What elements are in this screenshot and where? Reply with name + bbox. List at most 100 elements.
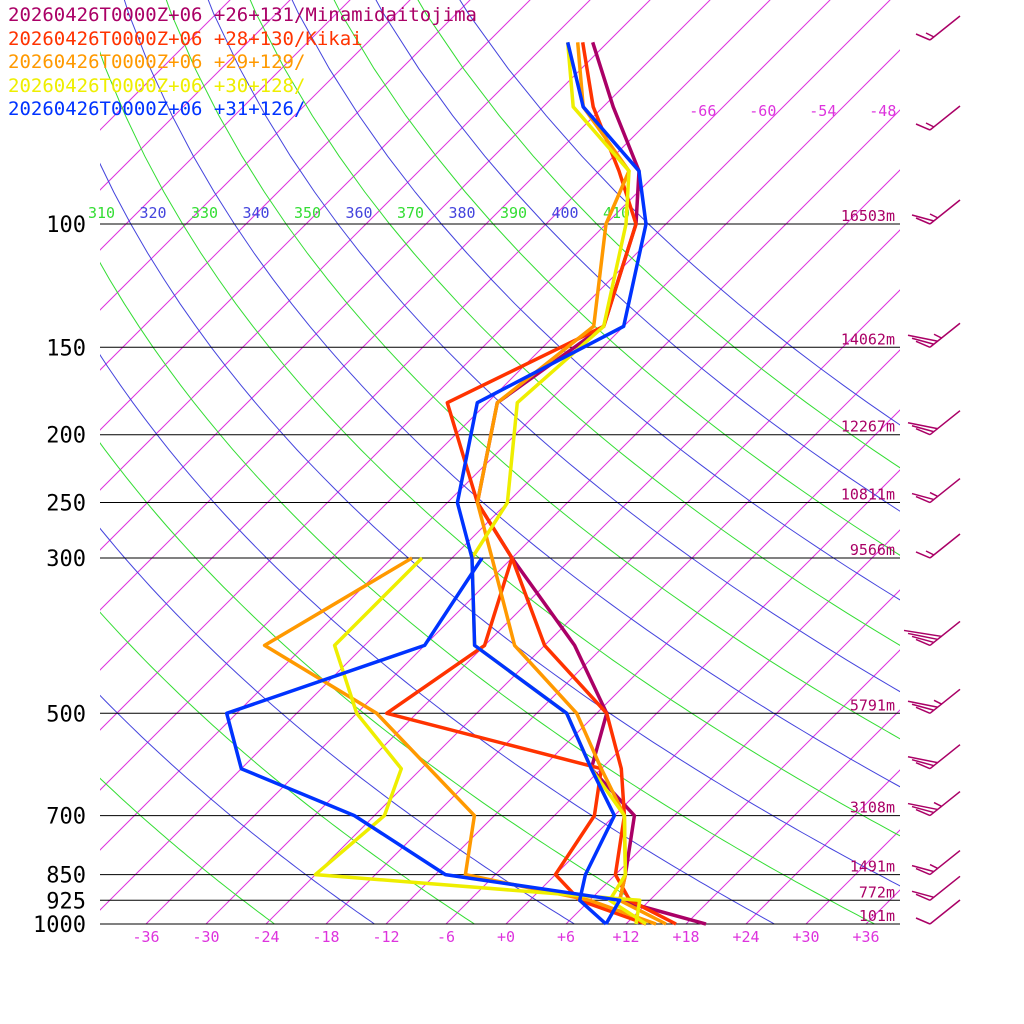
temperature-tick-label: +30 — [792, 928, 819, 946]
isotherm-line — [205, 229, 900, 924]
height-label: 12267m — [841, 418, 895, 436]
pressure-label: 925 — [46, 889, 86, 914]
wind-barb-feather — [915, 867, 931, 876]
wind-barb — [907, 688, 961, 714]
isotherm-line — [100, 49, 900, 851]
pressure-label: 500 — [46, 702, 86, 727]
wind-barb — [915, 15, 961, 41]
height-label: 14062m — [841, 330, 895, 348]
wind-barb — [915, 105, 961, 131]
temperature-tick-label: -36 — [132, 928, 159, 946]
wind-barb-feather — [915, 893, 931, 901]
pressure-label: 850 — [46, 864, 86, 889]
wind-barb-staff — [929, 850, 961, 876]
dewpoint-profile-line — [313, 556, 642, 925]
wind-barb — [907, 744, 961, 770]
height-label: 101m — [859, 907, 895, 925]
wind-barb — [903, 620, 961, 647]
legend-entry: 20260426T0000Z+06 +30+128/ — [8, 74, 306, 97]
wind-barb-feather — [933, 333, 943, 339]
height-label: 10811m — [841, 486, 895, 504]
wind-barb — [911, 199, 961, 225]
temperature-tick-label: -30 — [192, 928, 219, 946]
theta-label: 350 — [294, 204, 321, 222]
legend-entry: 20260426T0000Z+06 +29+129/ — [8, 51, 306, 73]
wind-barb-feather — [925, 550, 935, 556]
dry-adiabat-line — [100, 442, 675, 924]
height-label: 1491m — [850, 858, 895, 876]
isotherm-line — [100, 0, 231, 131]
dry-adiabat-line — [459, 0, 900, 426]
wind-barb — [907, 790, 961, 817]
wind-barb-feather — [915, 33, 931, 41]
upper-temperature-label: -48 — [869, 102, 896, 120]
dewpoint-profile-line — [224, 557, 622, 925]
temperature-tick-label: +0 — [497, 928, 515, 946]
legend-entry: 20260426T0000Z+06 +31+126/ — [8, 98, 306, 120]
wind-barb-feather — [925, 32, 935, 38]
dry-adiabat-line — [207, 0, 900, 693]
dry-adiabat-line — [417, 0, 900, 469]
isotherm-line — [100, 0, 831, 731]
dewpoint-profile-line — [384, 557, 647, 926]
wind-barb — [915, 899, 961, 925]
wind-barb-feather — [911, 758, 935, 767]
isotherm-line — [100, 0, 591, 491]
wind-barb-staff — [929, 790, 961, 817]
wind-barb — [911, 477, 961, 504]
dewpoint-profile-line — [262, 556, 657, 926]
isotherm-line — [685, 709, 900, 924]
wind-barb-staff — [929, 322, 961, 348]
pressure-label: 700 — [46, 805, 86, 830]
wind-barb-feather — [911, 492, 935, 501]
wind-barb-feather — [933, 801, 943, 808]
height-label: 5791m — [850, 696, 895, 714]
wind-barb-staff — [929, 477, 961, 504]
wind-barb-feather — [907, 334, 939, 342]
wind-barb-feather — [929, 863, 939, 870]
temperature-tick-label: -24 — [252, 928, 279, 946]
wind-barb-staff — [929, 199, 961, 225]
legend-entry: 20260426T0000Z+06 +26+131/Minamidaitojim… — [8, 4, 477, 26]
isotherm-line — [100, 0, 711, 611]
wind-barb-feather — [911, 890, 935, 899]
upper-temperature-label: -54 — [809, 102, 836, 120]
temperature-tick-label: -6 — [437, 928, 455, 946]
upper-temperature-label: -66 — [689, 102, 716, 120]
wind-barb-feather — [915, 808, 931, 817]
wind-barb-staff — [929, 744, 961, 770]
wind-barb-feather — [929, 491, 939, 498]
wind-barb — [911, 875, 961, 901]
temperature-tick-label: +18 — [672, 928, 699, 946]
wind-barb-staff — [929, 15, 961, 41]
wind-barb-feather — [911, 805, 935, 814]
dry-adiabat-line — [165, 0, 900, 740]
isotherm-line — [265, 289, 900, 924]
wind-barb-feather — [911, 337, 935, 345]
wind-barb — [911, 850, 961, 876]
theta-label: 360 — [346, 204, 373, 222]
wind-barb-feather — [915, 917, 931, 925]
isotherm-line — [100, 0, 771, 671]
isotherm-line — [926, 0, 1024, 924]
height-label: 772m — [859, 883, 895, 901]
wind-barb-staff — [929, 410, 961, 436]
wind-barb-feather — [915, 495, 931, 504]
wind-barb-feather — [933, 699, 943, 705]
dry-adiabat-line — [375, 0, 900, 512]
dry-adiabat-line — [249, 0, 900, 646]
temperature-tick-label: -18 — [312, 928, 339, 946]
wind-barb-staff — [929, 105, 961, 131]
wind-barb-feather — [911, 214, 935, 222]
wind-barb-feather — [907, 421, 939, 430]
wind-barb-feather — [915, 706, 931, 714]
wind-barb-feather — [915, 762, 931, 770]
legend: 20260426T0000Z+06 +26+131/Minamidaitojim… — [8, 4, 477, 122]
isotherm-line — [385, 409, 900, 924]
wind-barb-feather — [915, 638, 931, 647]
theta-label: 320 — [140, 204, 167, 222]
isotherm-line — [986, 0, 1024, 924]
theta-label: 310 — [88, 204, 115, 222]
theta-label: 400 — [552, 204, 579, 222]
